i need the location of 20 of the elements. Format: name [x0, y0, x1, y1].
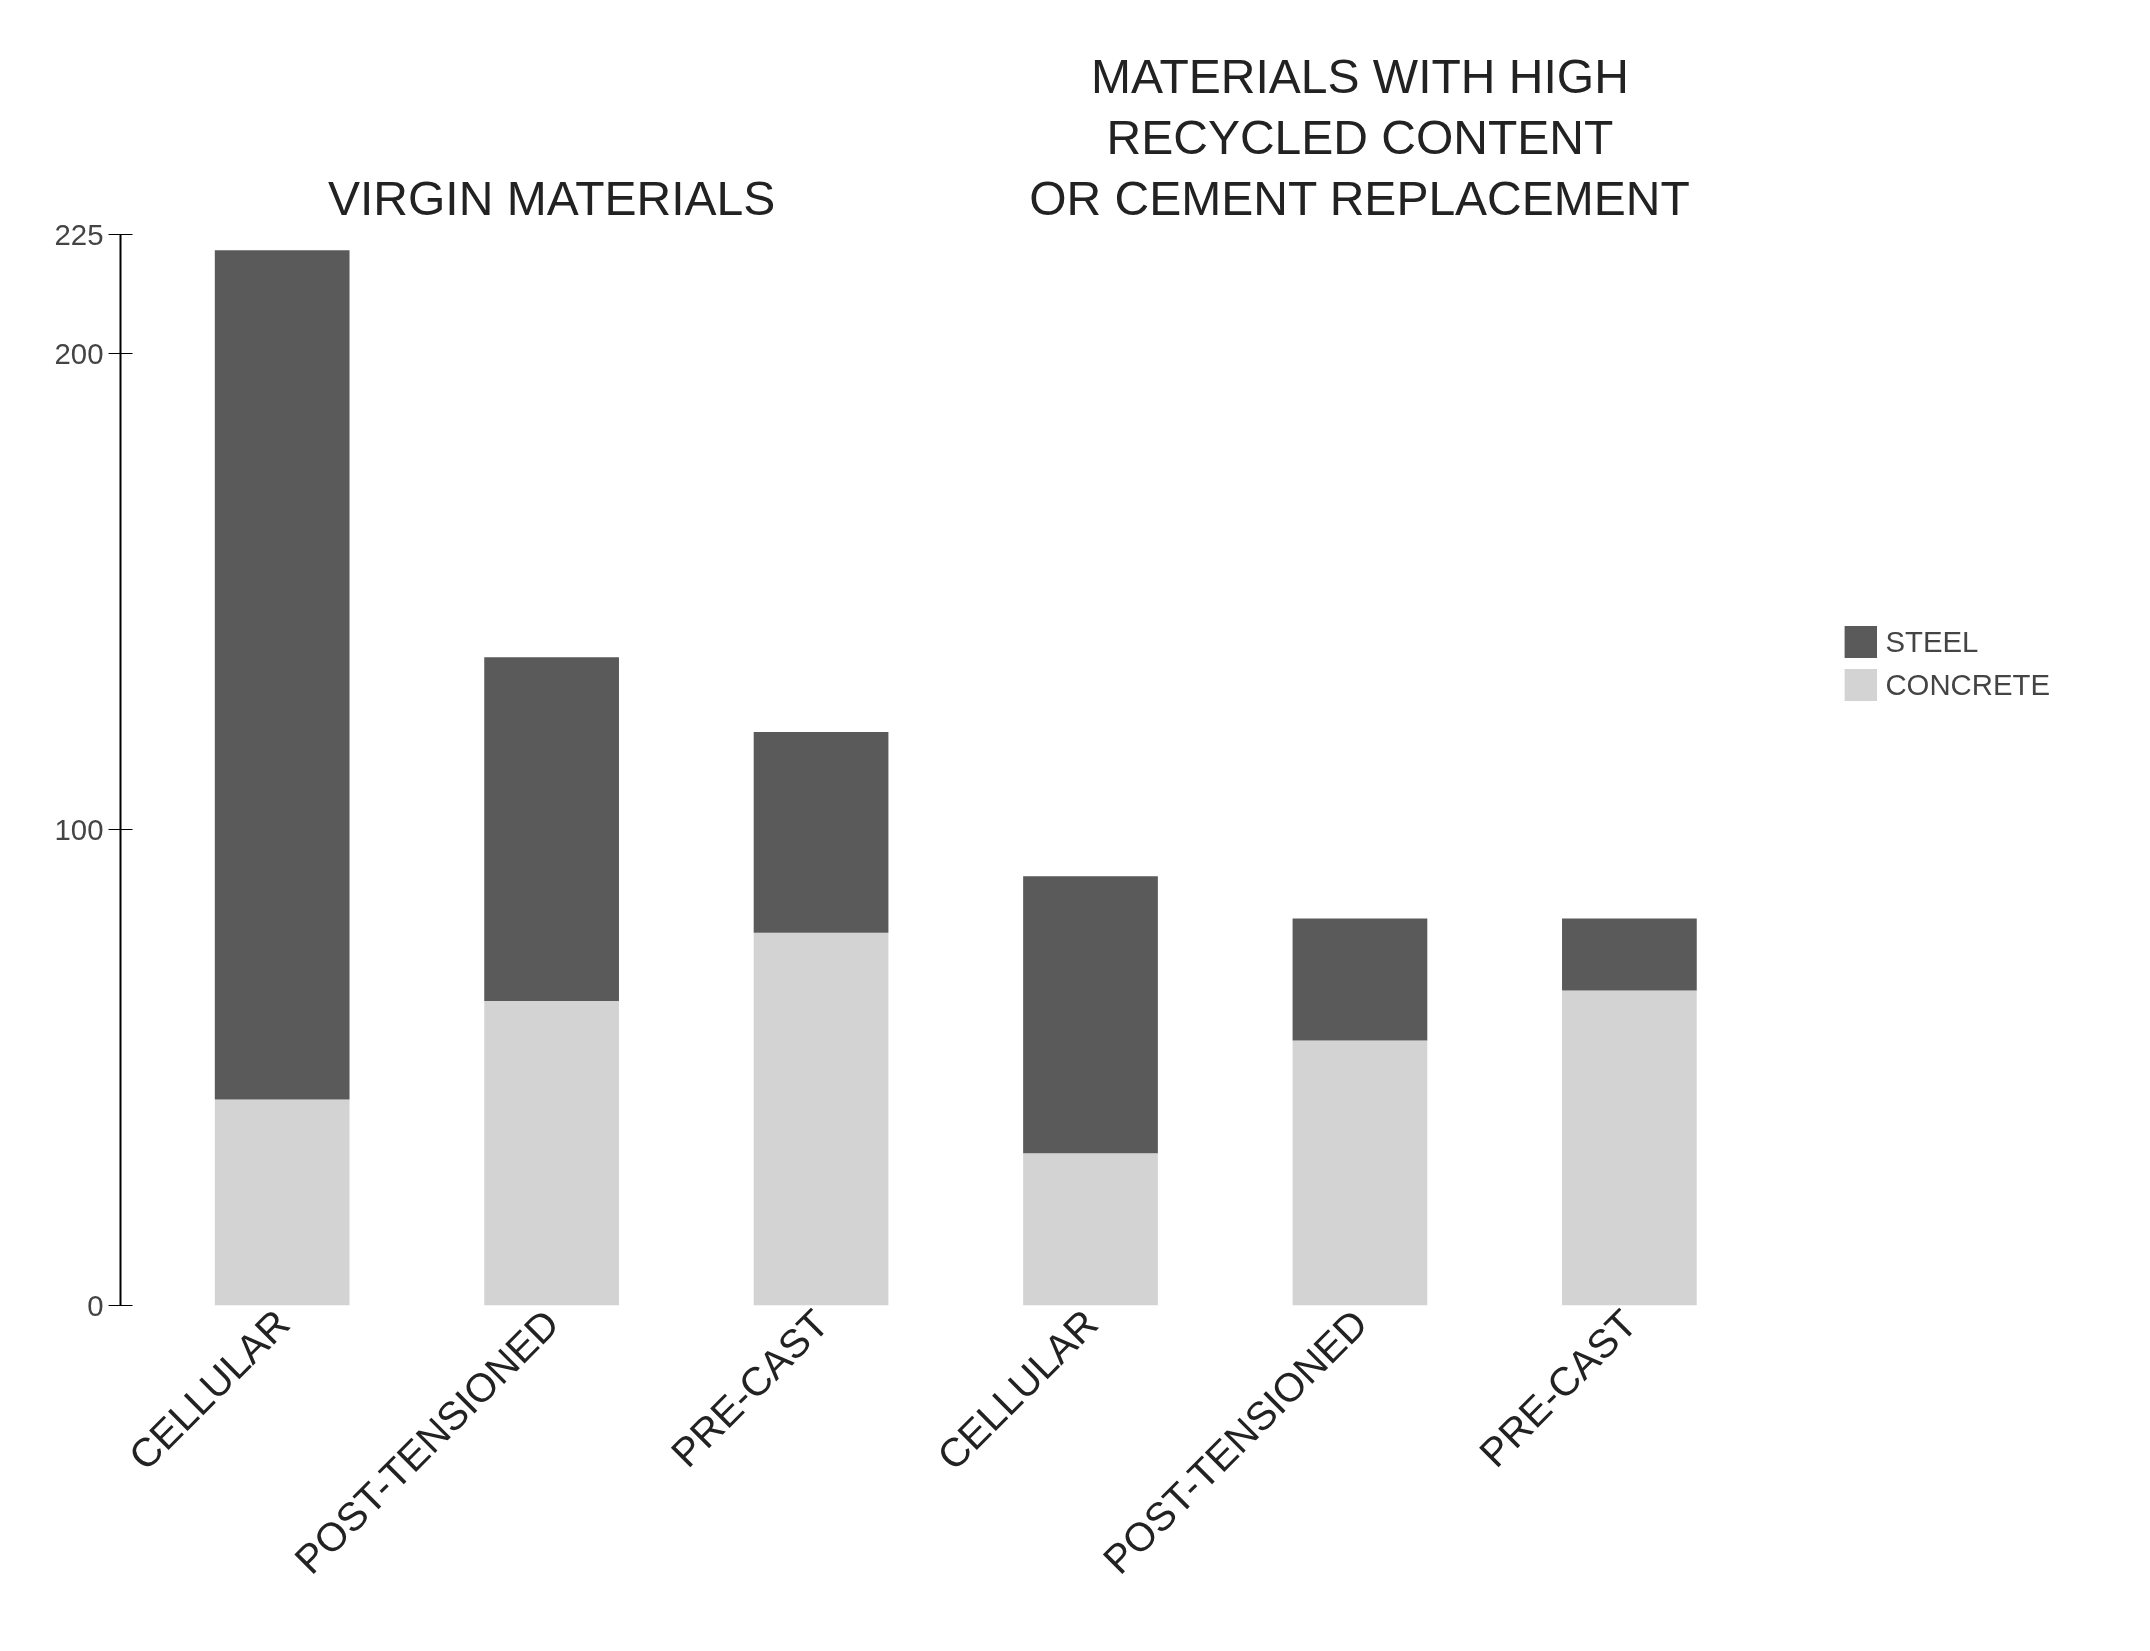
bar [484, 657, 619, 1001]
bar [1562, 918, 1697, 991]
bar [753, 732, 889, 933]
bar [214, 250, 350, 1100]
bar [214, 1099, 350, 1306]
text: MATERIALS WITH HIGH RECYCLED CONTENT OR CEMENT REPLACEMENT [1029, 49, 1690, 225]
bar [1562, 990, 1697, 1306]
bar [484, 1000, 619, 1306]
text: VIRGIN MATERIALS [328, 171, 776, 225]
bar [753, 932, 889, 1306]
bar [1023, 1153, 1158, 1306]
y-tick-label: 100 [54, 812, 104, 846]
y-tick-label: 200 [54, 336, 104, 370]
bar [1292, 1040, 1428, 1306]
y-tick-label: 225 [54, 217, 104, 251]
bar [1023, 876, 1158, 1154]
legend-label: STEEL [1885, 624, 1979, 658]
legend-label: CONCRETE [1885, 667, 2050, 701]
bar [1292, 918, 1428, 1041]
y-tick-label: 0 [87, 1288, 104, 1322]
